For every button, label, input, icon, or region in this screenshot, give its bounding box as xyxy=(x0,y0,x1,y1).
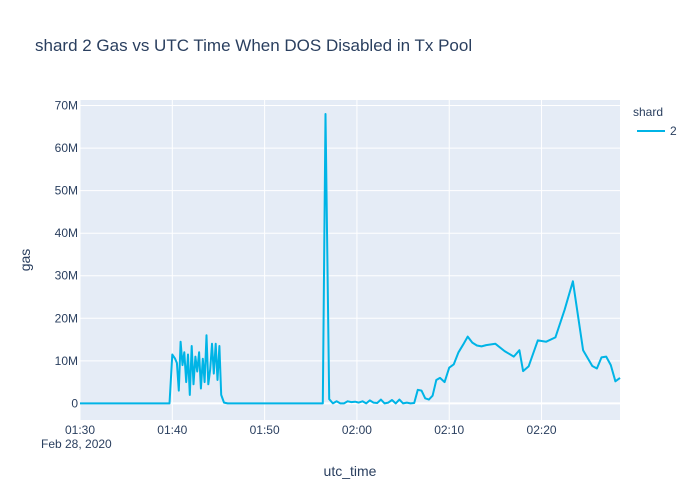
x-axis-date-label: Feb 28, 2020 xyxy=(41,437,112,451)
plot-area xyxy=(80,100,620,420)
y-tick-label: 40M xyxy=(55,226,78,240)
y-axis-title: gas xyxy=(17,249,33,272)
y-axis-ticks: 0 10M 20M 30M 40M 50M 60M 70M xyxy=(55,99,79,411)
y-tick-label: 0 xyxy=(71,396,78,410)
legend[interactable]: shard 2 xyxy=(633,105,677,138)
y-tick-label: 50M xyxy=(55,184,78,198)
x-tick-label: 01:30 xyxy=(65,423,95,437)
chart-title: shard 2 Gas vs UTC Time When DOS Disable… xyxy=(35,36,472,55)
x-tick-label: 02:00 xyxy=(342,423,372,437)
x-axis-title: utc_time xyxy=(324,463,377,479)
legend-label-2[interactable]: 2 xyxy=(670,124,677,138)
x-tick-label: 01:50 xyxy=(250,423,280,437)
y-tick-label: 60M xyxy=(55,141,78,155)
legend-title: shard xyxy=(633,105,663,119)
x-tick-label: 01:40 xyxy=(157,423,187,437)
y-tick-label: 30M xyxy=(55,269,78,283)
x-tick-label: 02:10 xyxy=(434,423,464,437)
y-tick-label: 70M xyxy=(55,99,78,113)
x-tick-label: 02:20 xyxy=(527,423,557,437)
series-layer xyxy=(80,113,621,405)
y-tick-label: 20M xyxy=(55,311,78,325)
x-axis-ticks: 01:30 01:40 01:50 02:00 02:10 02:20 xyxy=(65,423,557,437)
series-line-2[interactable] xyxy=(80,113,621,405)
y-tick-label: 10M xyxy=(55,354,78,368)
